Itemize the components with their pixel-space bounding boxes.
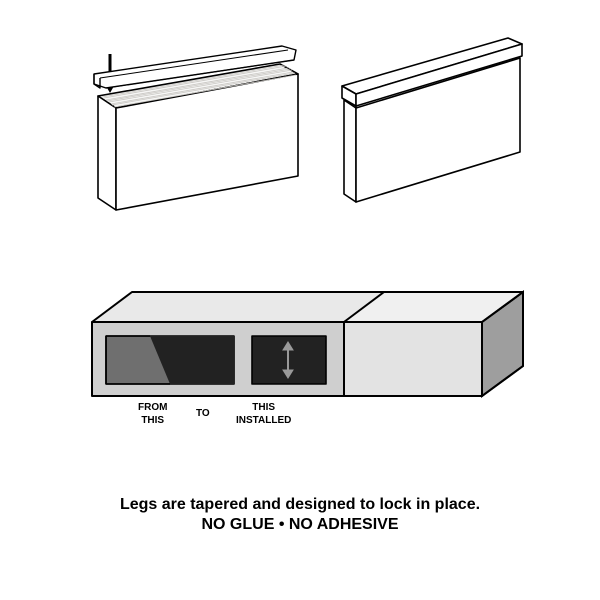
caption-line2: NO GLUE • NO ADHESIVE bbox=[0, 516, 600, 534]
label-to: TO bbox=[196, 408, 210, 421]
diagram-canvas: FROM THIS TO THIS INSTALLED Legs are tap… bbox=[0, 0, 600, 600]
label-from: FROM THIS bbox=[138, 402, 167, 427]
caption-line1: Legs are tapered and designed to lock in… bbox=[0, 496, 600, 514]
label-this-installed: THIS INSTALLED bbox=[236, 402, 291, 427]
cavity-from bbox=[106, 336, 234, 384]
